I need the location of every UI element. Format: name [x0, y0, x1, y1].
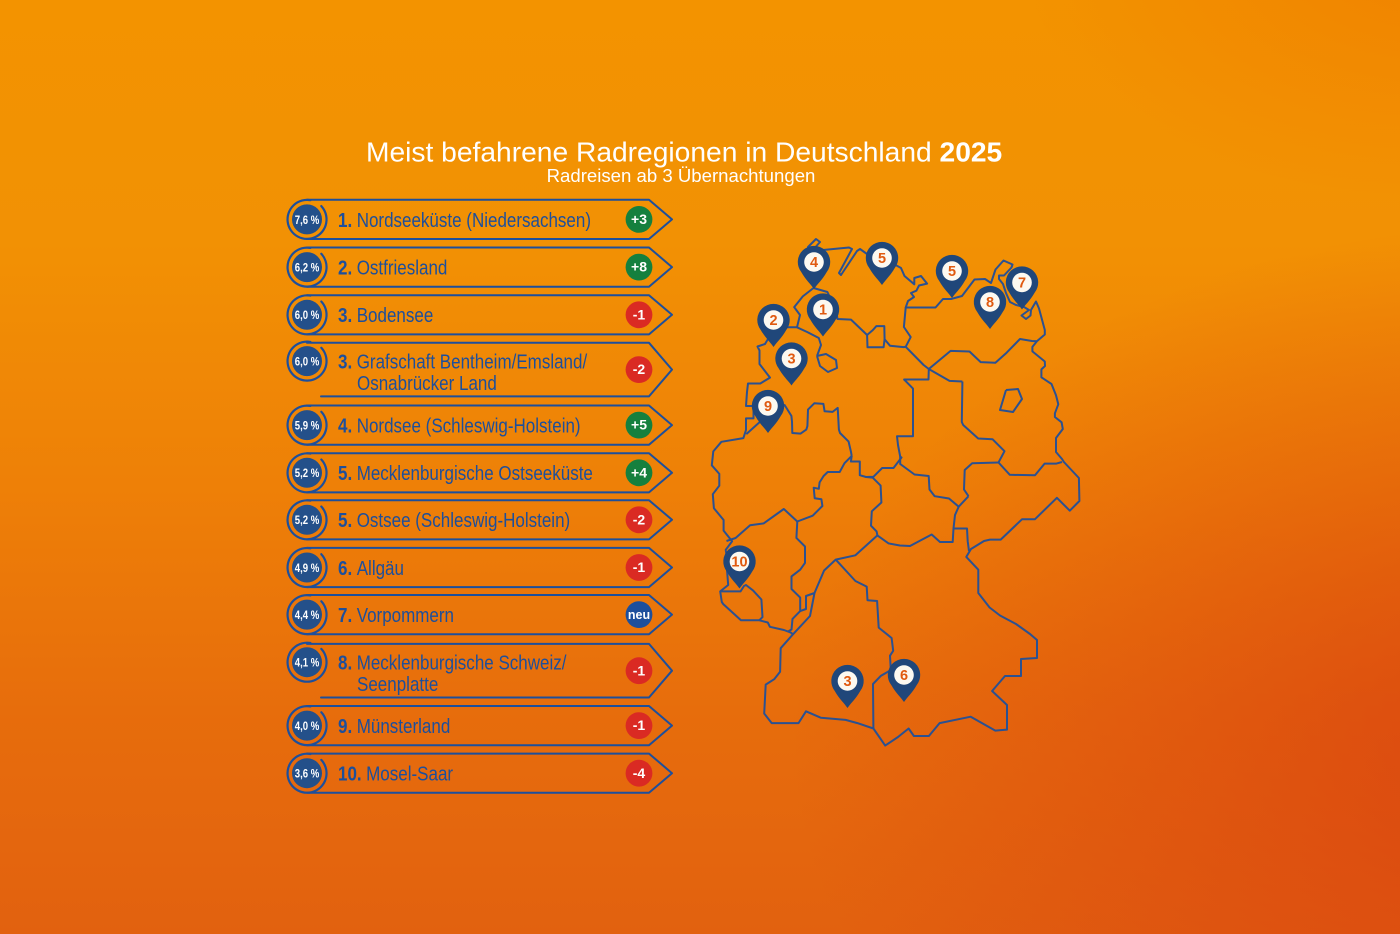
- svg-text:Nordseeküste (Niedersachsen): Nordseeküste (Niedersachsen): [357, 210, 591, 232]
- svg-text:3: 3: [787, 351, 795, 367]
- svg-text:1: 1: [819, 302, 827, 318]
- svg-text:Osnabrücker Land: Osnabrücker Land: [357, 373, 497, 395]
- svg-text:4: 4: [810, 255, 818, 271]
- svg-text:Grafschaft Bentheim/Emsland/: Grafschaft Bentheim/Emsland/: [357, 352, 588, 374]
- svg-text:4,1 %: 4,1 %: [295, 656, 320, 670]
- svg-text:-4: -4: [633, 765, 646, 781]
- svg-text:8.: 8.: [338, 653, 352, 675]
- svg-text:Münsterland: Münsterland: [357, 716, 451, 738]
- svg-text:+5: +5: [631, 417, 647, 433]
- svg-text:-2: -2: [633, 511, 646, 527]
- svg-text:6,2 %: 6,2 %: [295, 261, 320, 275]
- svg-text:10.: 10.: [338, 764, 362, 786]
- svg-text:7.: 7.: [338, 605, 352, 627]
- svg-text:2.: 2.: [338, 258, 352, 280]
- svg-text:+4: +4: [631, 464, 647, 480]
- svg-text:5: 5: [878, 251, 886, 267]
- svg-text:Radreisen ab 3 Übernachtungen: Radreisen ab 3 Übernachtungen: [547, 165, 816, 186]
- svg-text:-2: -2: [633, 361, 646, 377]
- svg-text:neu: neu: [628, 608, 650, 622]
- svg-text:4.: 4.: [338, 416, 352, 438]
- svg-text:4,0 %: 4,0 %: [295, 719, 320, 733]
- svg-text:+3: +3: [631, 211, 647, 227]
- svg-text:8: 8: [986, 295, 994, 311]
- svg-text:6.: 6.: [338, 558, 352, 580]
- svg-text:Ostfriesland: Ostfriesland: [357, 258, 448, 280]
- svg-text:-1: -1: [633, 717, 646, 733]
- svg-text:5.: 5.: [338, 510, 352, 532]
- svg-text:2: 2: [769, 313, 777, 329]
- svg-text:4,4 %: 4,4 %: [295, 608, 320, 622]
- svg-text:-1: -1: [633, 662, 646, 678]
- svg-text:5: 5: [948, 264, 956, 280]
- svg-text:4,9 %: 4,9 %: [295, 561, 320, 575]
- svg-text:Allgäu: Allgäu: [357, 558, 404, 580]
- svg-text:5,9 %: 5,9 %: [295, 419, 320, 433]
- svg-text:3,6 %: 3,6 %: [295, 767, 320, 781]
- svg-text:5,2 %: 5,2 %: [295, 513, 320, 527]
- svg-text:Mecklenburgische Ostseeküste: Mecklenburgische Ostseeküste: [357, 463, 593, 485]
- svg-text:Mecklenburgische Schweiz/: Mecklenburgische Schweiz/: [357, 653, 567, 675]
- svg-text:10: 10: [731, 554, 747, 570]
- svg-text:9: 9: [764, 399, 772, 415]
- svg-text:Seenplatte: Seenplatte: [357, 674, 438, 696]
- svg-text:-1: -1: [633, 306, 646, 322]
- svg-text:Mosel-Saar: Mosel-Saar: [366, 764, 453, 786]
- svg-text:5.: 5.: [338, 463, 352, 485]
- svg-text:7: 7: [1018, 275, 1026, 291]
- svg-text:Nordsee (Schleswig-Holstein): Nordsee (Schleswig-Holstein): [357, 416, 581, 438]
- svg-text:Meist befahrene Radregionen in: Meist befahrene Radregionen in Deutschla…: [366, 136, 1002, 168]
- svg-text:+8: +8: [631, 259, 647, 275]
- svg-text:Bodensee: Bodensee: [357, 305, 434, 327]
- svg-text:1.: 1.: [338, 210, 352, 232]
- svg-text:6,0 %: 6,0 %: [295, 355, 320, 369]
- svg-text:7,6 %: 7,6 %: [295, 213, 320, 227]
- svg-text:Ostsee (Schleswig-Holstein): Ostsee (Schleswig-Holstein): [357, 510, 571, 532]
- svg-text:3.: 3.: [338, 352, 352, 374]
- svg-text:6: 6: [900, 668, 908, 684]
- svg-text:6,0 %: 6,0 %: [295, 308, 320, 322]
- svg-text:-1: -1: [633, 559, 646, 575]
- svg-text:3: 3: [843, 674, 851, 690]
- svg-text:3.: 3.: [338, 305, 352, 327]
- svg-text:5,2 %: 5,2 %: [295, 466, 320, 480]
- svg-text:Vorpommern: Vorpommern: [357, 605, 454, 627]
- svg-text:9.: 9.: [338, 716, 352, 738]
